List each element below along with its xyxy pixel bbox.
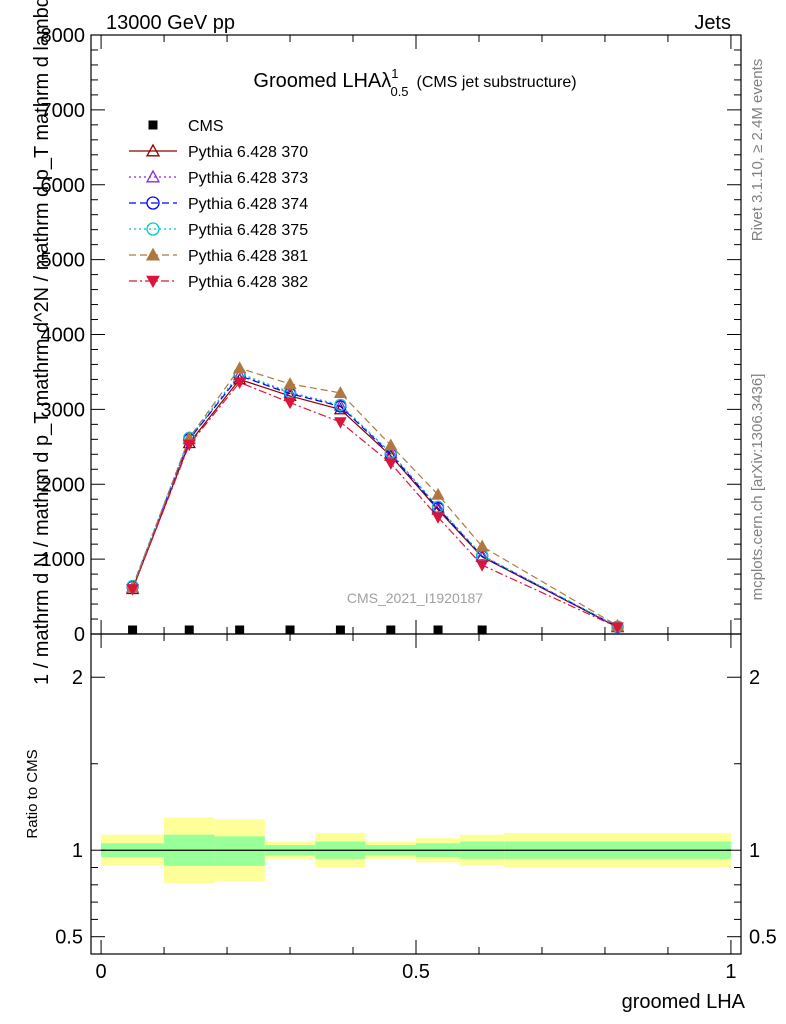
- legend-label-0: CMS: [188, 118, 224, 135]
- series-0-point-2: [235, 625, 245, 635]
- series-5-point-4: [333, 386, 348, 398]
- main-ytick-label-6: 6000: [41, 175, 86, 197]
- series-5-point-7: [475, 539, 489, 552]
- series-0-point-5: [386, 625, 396, 635]
- main-ytick-label-2: 2000: [41, 474, 86, 496]
- series-5-point-6: [431, 487, 445, 500]
- main-panel: Groomed LHAλ1 0.5 (CMS jet substructure) 1…: [31, 0, 577, 685]
- ratio-frame: [90, 633, 742, 955]
- series-line-3: [132, 374, 618, 628]
- legend-marker-4: [146, 222, 160, 236]
- main-ylabel: 1 / mathrm d N / mathrm d p_T mathrm d^2…: [31, 0, 53, 685]
- mcplots-label: mcplots.cern.ch [arXiv:1306.3436]: [749, 374, 766, 601]
- series-4-point-6: [431, 500, 445, 513]
- main-y-axis: 0 1000 2000 3000 4000 5000 6000 7000 8000: [41, 25, 741, 646]
- series-6: [126, 377, 624, 634]
- series-2-point-7: [475, 548, 489, 561]
- series-line-5: [132, 367, 618, 627]
- legend-label-3: Pythia 6.428 374: [188, 196, 308, 213]
- legend-marker-5: [145, 247, 161, 261]
- series-6-point-5: [384, 458, 398, 470]
- series-6-point-7: [475, 560, 489, 572]
- ratio-xtick-label-1: 0.5: [402, 961, 430, 983]
- legend-marker-1: [145, 143, 161, 157]
- legend-label-6: Pythia 6.428 382: [188, 274, 308, 291]
- ratio-xtick-label-0: 0: [96, 961, 107, 983]
- header-right: Jets: [694, 12, 731, 34]
- main-ytick-label-1: 1000: [41, 549, 86, 571]
- main-title: Groomed LHAλ1 0.5 (CMS jet substructure): [253, 66, 576, 99]
- series-0-point-0: [128, 625, 138, 635]
- main-title-suffix: (CMS jet substructure): [417, 74, 577, 91]
- ratio-ytick-label-right-2: 2: [749, 667, 760, 689]
- watermark: CMS_2021_I1920187: [347, 590, 483, 606]
- series-0-point-3: [285, 625, 295, 635]
- legend-label-4: Pythia 6.428 375: [188, 222, 308, 239]
- series-5-point-2: [233, 361, 247, 374]
- series-0: [128, 625, 487, 635]
- series-4-point-4: [334, 398, 347, 412]
- series-5-point-3: [283, 377, 297, 389]
- series-0-point-7: [477, 625, 487, 635]
- legend-label-2: Pythia 6.428 373: [188, 170, 308, 187]
- ratio-xtick-label-2: 1: [725, 961, 736, 983]
- x-axis-label: groomed LHA: [622, 991, 746, 1013]
- ratio-ytick-label-right-1: 1: [749, 840, 760, 862]
- main-ytick-label-0: 0: [74, 624, 85, 646]
- main-title-text: Groomed LHAλ: [253, 70, 391, 92]
- main-series: [125, 361, 625, 635]
- legend-marker-6: [146, 275, 160, 289]
- series-0-point-4: [335, 625, 345, 635]
- main-title-super: 1: [391, 66, 398, 81]
- series-6-point-1: [182, 439, 196, 452]
- legend-label-5: Pythia 6.428 381: [188, 248, 308, 265]
- series-6-point-3: [283, 397, 297, 410]
- main-title-sub: 0.5: [390, 84, 408, 99]
- series-6-point-8: [611, 622, 624, 634]
- legend-marker-3: [146, 196, 160, 210]
- main-ytick-label-7: 7000: [41, 100, 86, 122]
- series-line-4: [132, 372, 618, 628]
- ratio-ytick-label-right-0: 0.5: [749, 927, 777, 949]
- series-6-point-6: [431, 512, 445, 524]
- ratio-ytick-label-1: 1: [72, 840, 83, 862]
- ratio-inner-band-2: [214, 836, 265, 866]
- header-left: 13000 GeV pp: [106, 12, 235, 34]
- series-0-point-1: [184, 625, 194, 635]
- main-ytick-label-3: 3000: [41, 399, 86, 421]
- main-ytick-label-5: 5000: [41, 250, 86, 272]
- ratio-ytick-label-2: 2: [72, 667, 83, 689]
- series-6-point-2: [233, 377, 246, 389]
- legend-marker-0: [148, 120, 158, 130]
- ratio-ylabel: Ratio to CMS: [24, 749, 41, 838]
- ratio-axes: 0.5 0.5 1 1 2 2 0 0.5 1: [55, 634, 777, 983]
- series-6-point-0: [126, 584, 139, 596]
- rivet-label: Rivet 3.1.10, ≥ 2.4M events: [749, 59, 766, 242]
- main-ytick-label-4: 4000: [41, 325, 86, 347]
- ratio-ytick-label-0: 0.5: [55, 927, 83, 949]
- legend-label-1: Pythia 6.428 370: [188, 144, 308, 161]
- legend-marker-2: [145, 169, 161, 183]
- series-5-point-5: [384, 438, 398, 451]
- main-ytick-label-8: 8000: [41, 25, 86, 47]
- legend: CMS Pythia 6.428 370 Pythia 6.428 373 Pythi…: [129, 118, 308, 291]
- series-0-point-6: [433, 625, 443, 635]
- series-6-point-4: [334, 417, 347, 429]
